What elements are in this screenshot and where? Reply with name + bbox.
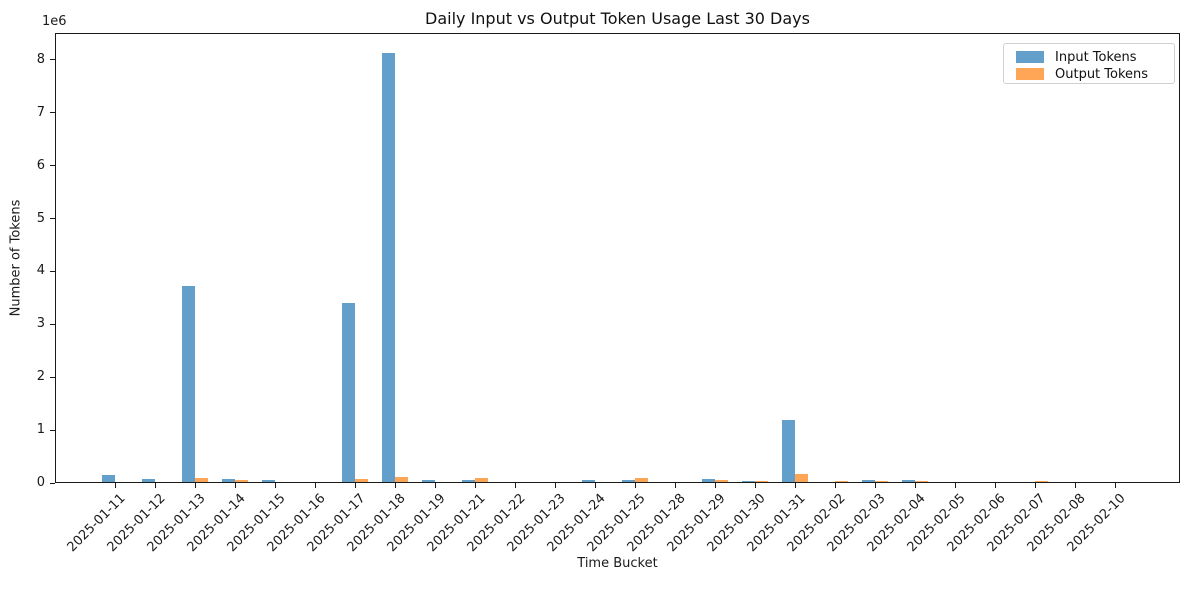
x-tick-mark (195, 483, 196, 488)
x-tick-mark (955, 483, 956, 488)
x-tick-mark (1075, 483, 1076, 488)
input-tokens-bar (222, 479, 235, 482)
output-tokens-bar (795, 474, 808, 482)
output-tokens-bar (475, 477, 488, 482)
x-tick-mark (475, 483, 476, 488)
input-tokens-bar (702, 478, 715, 482)
x-tick-mark (755, 483, 756, 488)
x-tick-mark (155, 483, 156, 488)
x-tick-mark (795, 483, 796, 488)
y-tick-mark (50, 429, 55, 431)
y-tick-label: 0 (36, 475, 45, 490)
input-tokens-bar (742, 480, 755, 482)
y-tick-label: 5 (36, 210, 45, 226)
output-tokens-bar (835, 480, 848, 482)
input-tokens-bar (582, 479, 595, 482)
input-tokens-bar (102, 475, 115, 482)
y-tick-mark (50, 59, 55, 61)
output-tokens-bar (915, 480, 928, 482)
x-tick-mark (995, 483, 996, 488)
input-tokens-bar (182, 285, 195, 482)
y-tick-label: 3 (36, 316, 45, 332)
legend-swatch-icon (1016, 51, 1044, 63)
x-tick-mark (515, 483, 516, 488)
input-tokens-bar (862, 480, 875, 482)
x-tick-mark (635, 483, 636, 488)
input-tokens-bar (462, 480, 475, 482)
output-tokens-bar (395, 477, 408, 482)
input-tokens-bar (342, 303, 355, 482)
y-tick-mark (50, 270, 55, 272)
x-tick-mark (835, 483, 836, 488)
x-tick-mark (395, 483, 396, 488)
x-tick-mark (675, 483, 676, 488)
output-tokens-bar (1035, 481, 1048, 482)
input-tokens-bar (422, 479, 435, 482)
x-tick-mark (355, 483, 356, 488)
legend-label: Output Tokens (1055, 66, 1149, 82)
y-tick-mark (50, 323, 55, 325)
output-tokens-bar (355, 479, 368, 482)
x-tick-mark (595, 483, 596, 488)
legend-entry: Input Tokens (1016, 49, 1174, 65)
x-tick-mark (435, 483, 436, 488)
x-tick-mark (915, 483, 916, 488)
output-tokens-bar (715, 479, 728, 482)
y-tick-label: 2 (36, 369, 45, 385)
legend-label: Input Tokens (1055, 49, 1137, 65)
x-tick-mark (1035, 483, 1036, 488)
x-tick-mark (115, 483, 116, 488)
x-tick-mark (235, 483, 236, 488)
x-tick-mark (1115, 483, 1116, 488)
input-tokens-bar (142, 479, 155, 482)
output-tokens-bar (875, 480, 888, 482)
y-tick-mark (50, 376, 55, 378)
y-tick-mark (50, 165, 55, 167)
plot-area-border (55, 33, 1180, 483)
x-tick-mark (555, 483, 556, 488)
input-tokens-bar (622, 480, 635, 482)
y-tick-mark (50, 112, 55, 114)
y-tick-label: 6 (36, 157, 45, 173)
x-tick-mark (275, 483, 276, 488)
y-tick-mark (50, 218, 55, 220)
y-tick-label: 8 (36, 51, 45, 67)
chart-title: Daily Input vs Output Token Usage Last 3… (425, 9, 810, 28)
output-tokens-bar (755, 480, 768, 482)
y-tick-label: 1 (36, 422, 45, 438)
legend-swatch-icon (1016, 68, 1044, 80)
input-tokens-bar (902, 480, 915, 482)
x-tick-mark (875, 483, 876, 488)
y-tick-mark (50, 482, 55, 484)
y-tick-label: 7 (36, 104, 45, 120)
output-tokens-bar (235, 479, 248, 482)
output-tokens-bar (195, 477, 208, 482)
legend: Input Tokens Output Tokens (1003, 43, 1175, 84)
input-tokens-bar (262, 479, 275, 482)
legend-entry: Output Tokens (1016, 66, 1174, 82)
y-axis-offset-label: 1e6 (42, 14, 67, 29)
input-tokens-bar (382, 53, 395, 482)
x-tick-mark (315, 483, 316, 488)
x-axis-label: Time Bucket (577, 556, 658, 571)
input-tokens-bar (782, 420, 795, 482)
x-tick-mark (715, 483, 716, 488)
output-tokens-bar (635, 477, 648, 482)
y-tick-label: 4 (36, 263, 45, 279)
